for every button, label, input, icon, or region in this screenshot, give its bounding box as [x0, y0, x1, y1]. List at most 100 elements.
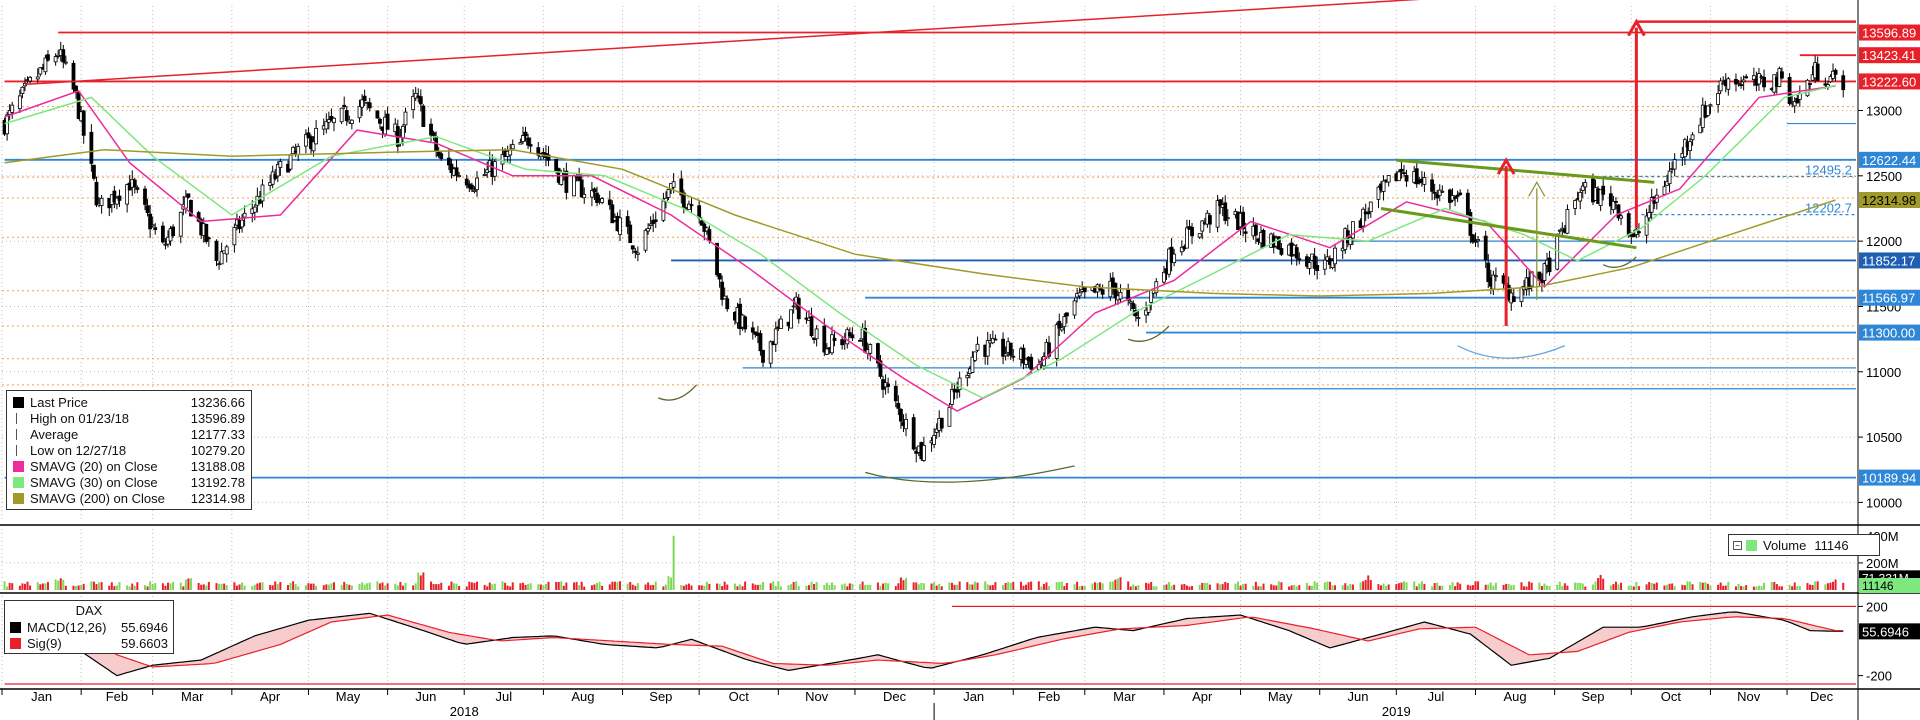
- candle-body: [717, 273, 722, 280]
- volume-legend-minus-icon[interactable]: −: [1733, 540, 1742, 550]
- volume-bar: [1689, 581, 1692, 590]
- level-inline-label: 12495.2: [1805, 162, 1852, 177]
- volume-bar: [450, 581, 453, 590]
- candle-body: [314, 127, 319, 145]
- volume-bar: [46, 582, 49, 590]
- level-tag-label: 12622.44: [1862, 153, 1916, 168]
- volume-bar: [289, 582, 292, 590]
- candle-body: [1734, 78, 1738, 85]
- volume-bar: [54, 579, 57, 590]
- candle-body: [1361, 208, 1366, 227]
- volume-bar: [269, 585, 272, 590]
- volume-bar: [1351, 584, 1354, 590]
- candle-body: [1637, 231, 1641, 234]
- volume-bar: [95, 584, 98, 590]
- volume-bar: [1530, 582, 1533, 590]
- volume-bar: [1420, 581, 1423, 590]
- volume-bar: [1129, 586, 1132, 590]
- volume-bar: [330, 583, 333, 590]
- volume-bar: [417, 572, 420, 590]
- arrow-head-2: [1528, 181, 1546, 197]
- volume-bar: [718, 584, 721, 590]
- candle-body: [1795, 98, 1800, 104]
- candle-body: [773, 328, 778, 345]
- candle-body: [858, 339, 862, 342]
- volume-bar: [897, 583, 900, 590]
- volume-bar: [1040, 586, 1043, 590]
- volume-bar: [1244, 583, 1247, 590]
- candle-body: [1511, 296, 1516, 302]
- volume-bar: [274, 581, 277, 590]
- volume-bar: [1162, 584, 1165, 590]
- candle-body: [112, 190, 117, 203]
- volume-bar: [1147, 583, 1150, 590]
- volume-bar: [1494, 582, 1497, 590]
- macd-tick-label: -200: [1866, 669, 1892, 684]
- volume-bar: [1791, 586, 1794, 590]
- volume-bar: [721, 586, 724, 590]
- volume-bar: [1237, 581, 1239, 590]
- candle-body: [401, 125, 405, 139]
- candle-body: [360, 99, 364, 108]
- candle-body: [1208, 215, 1212, 225]
- volume-bar: [1188, 586, 1191, 590]
- volume-bar: [662, 586, 665, 590]
- candle-body: [643, 229, 648, 251]
- volume-bar: [1609, 585, 1612, 590]
- candle-body: [1215, 200, 1220, 228]
- volume-bar: [739, 584, 742, 590]
- volume-bar: [830, 582, 833, 590]
- candle-body: [1683, 139, 1687, 158]
- volume-bar: [652, 584, 655, 590]
- volume-bar: [790, 584, 793, 590]
- candle-body: [715, 242, 719, 276]
- volume-bar: [634, 585, 637, 590]
- volume-bar: [358, 583, 361, 590]
- candle-body: [500, 154, 505, 165]
- pattern-curve: [864, 465, 1075, 483]
- volume-bar: [1060, 581, 1063, 590]
- volume-bar: [1704, 582, 1707, 590]
- volume-bar: [82, 583, 85, 590]
- candle-body: [10, 104, 15, 113]
- volume-bar: [953, 584, 956, 590]
- price-legend: Last Price 13236.66 High on 01/23/18 13596.…: [6, 390, 252, 510]
- level-tag-bg: [1859, 24, 1920, 41]
- candle-body: [332, 117, 336, 123]
- volume-bar: [565, 582, 568, 590]
- volume-bar: [986, 584, 989, 590]
- candle-body: [878, 360, 883, 377]
- volume-bar: [386, 583, 389, 590]
- volume-bar: [1137, 585, 1140, 590]
- volume-bar: [128, 586, 131, 590]
- price-tick-label: 13000: [1866, 104, 1902, 119]
- candle-body: [362, 95, 367, 102]
- x-month-label: Apr: [1192, 689, 1213, 704]
- volume-bar: [1505, 583, 1508, 590]
- volume-bar: [754, 584, 757, 590]
- volume-bar: [1224, 581, 1227, 590]
- volume-bar: [253, 584, 256, 590]
- volume-bar: [938, 583, 941, 590]
- candle-body: [1404, 175, 1409, 182]
- candle-body: [707, 229, 712, 242]
- candle-body: [1626, 213, 1631, 236]
- volume-bar: [1111, 581, 1114, 590]
- candle-body: [1197, 233, 1202, 238]
- candle-body: [1465, 192, 1470, 216]
- volume-bar: [769, 583, 772, 590]
- candle-body: [1098, 288, 1102, 290]
- candle-body: [1386, 175, 1391, 183]
- volume-bar: [744, 581, 747, 590]
- price-legend-value: 12314.98: [190, 490, 245, 506]
- pattern-curve: [658, 384, 698, 401]
- volume-bar: [113, 586, 116, 590]
- volume-bar: [759, 584, 762, 590]
- arrow-head-0: [1496, 157, 1516, 175]
- candle-body: [1501, 275, 1506, 284]
- volume-bar: [971, 584, 974, 590]
- candle-body: [92, 164, 96, 179]
- volume-bar: [287, 584, 290, 590]
- volume-bar: [1349, 584, 1352, 590]
- volume-bar: [1042, 583, 1045, 590]
